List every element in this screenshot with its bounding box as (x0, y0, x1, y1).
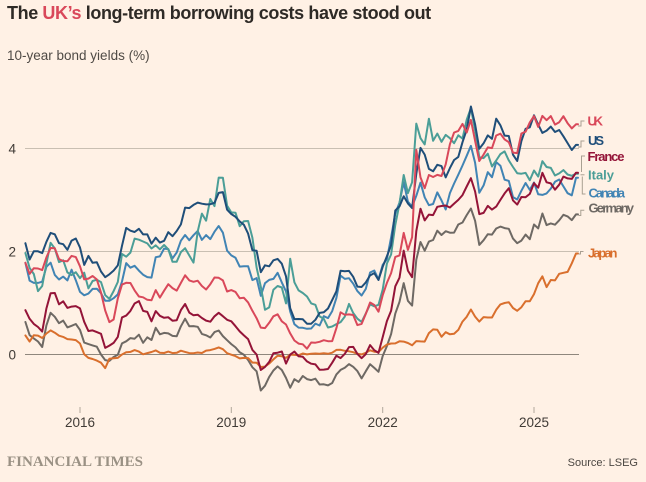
svg-text:US: US (588, 133, 604, 148)
svg-text:0: 0 (8, 348, 16, 363)
svg-text:2019: 2019 (216, 415, 246, 430)
svg-text:4: 4 (8, 142, 16, 157)
svg-text:2025: 2025 (519, 415, 549, 430)
svg-text:2: 2 (8, 245, 16, 260)
svg-text:France: France (588, 149, 625, 164)
svg-text:Germany: Germany (589, 201, 635, 216)
svg-text:2016: 2016 (65, 415, 95, 430)
svg-text:Italy: Italy (588, 167, 615, 182)
svg-text:UK: UK (588, 114, 604, 129)
svg-text:2022: 2022 (368, 415, 398, 430)
svg-text:Japan: Japan (588, 246, 618, 261)
svg-text:Canada: Canada (589, 186, 626, 201)
